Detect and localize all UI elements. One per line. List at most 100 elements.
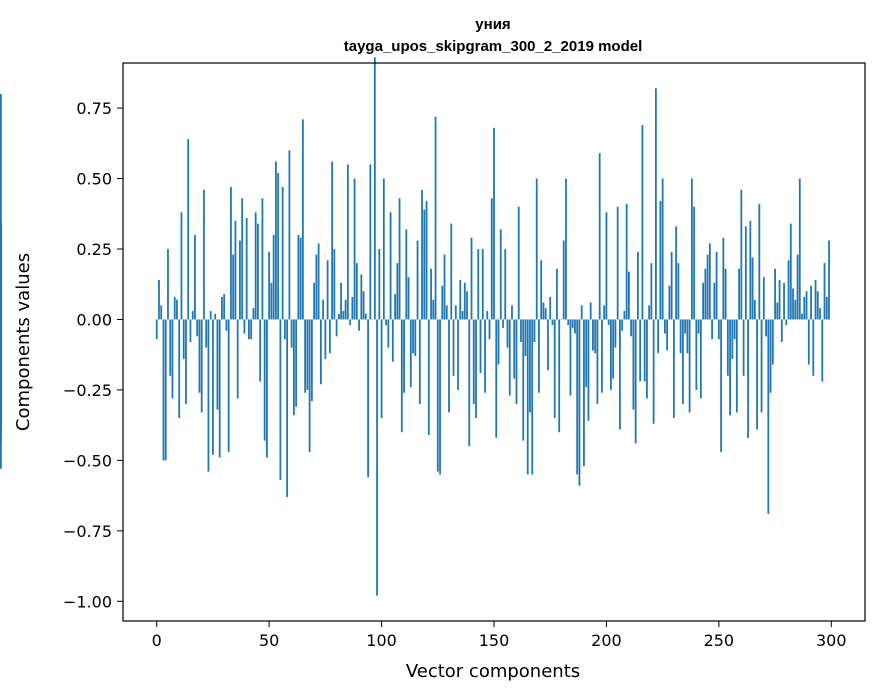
bar-81 (337, 313, 340, 320)
bar-179 (558, 319, 561, 433)
bars-group (0, 57, 830, 596)
bar-41 (248, 319, 250, 340)
bar-56 (281, 187, 284, 320)
bar-273 (769, 319, 772, 393)
bar-111 (405, 229, 408, 320)
bar-57 (283, 319, 286, 340)
bar-28 (218, 319, 221, 458)
bar-210 (628, 271, 630, 320)
bar-123 (432, 299, 435, 320)
bar-59 (288, 150, 291, 320)
bar-47 (261, 198, 264, 320)
bar-74 (322, 299, 325, 320)
bar-168 (533, 319, 536, 342)
bar-70 (313, 282, 316, 320)
bar-249 (715, 251, 718, 320)
bar-121 (427, 319, 430, 435)
bar-50 (268, 251, 271, 320)
bar-205 (616, 206, 619, 320)
bar-145 (481, 249, 484, 320)
bar-142 (475, 319, 477, 419)
y-tick-label: −0.25 (63, 381, 112, 400)
bar-105 (391, 319, 394, 362)
bar-229 (670, 251, 673, 320)
bar-8 (173, 296, 176, 320)
bar-42 (250, 319, 253, 340)
bar-201 (607, 319, 610, 326)
bar-202 (610, 319, 612, 390)
x-tick-label: 200 (591, 631, 622, 650)
bar-242 (699, 319, 702, 399)
bar-4 (164, 319, 167, 461)
bar-211 (630, 319, 633, 337)
x-tick-label: 150 (479, 631, 510, 650)
bar-215 (639, 319, 642, 382)
bar-197 (598, 153, 601, 320)
bar-46 (259, 319, 262, 382)
y-axis-ticks: −1.00 −0.75 −0.50 −0.25 0.00 0.25 0.50 0.75 (63, 99, 123, 611)
bar-258 (735, 319, 738, 413)
bar-52 (272, 234, 275, 320)
bar-51 (270, 282, 273, 320)
bar-267 (756, 319, 758, 430)
bar-226 (663, 319, 666, 334)
bar-252 (722, 237, 725, 320)
bar-60 (290, 319, 293, 348)
bar-157 (508, 319, 511, 396)
bar-44 (254, 212, 257, 320)
bar-139 (468, 319, 471, 447)
bar-155 (504, 249, 507, 320)
bar-138 (466, 291, 468, 320)
bar-227 (666, 319, 669, 351)
x-tick-label: 0 (152, 631, 162, 650)
bar-239 (693, 206, 696, 320)
bar-18 (196, 319, 199, 337)
bar-110 (403, 319, 405, 393)
bar-119 (423, 209, 426, 320)
bar-36 (236, 319, 239, 399)
bar-21 (203, 189, 205, 320)
y-tick-label: 0.75 (76, 99, 112, 118)
bar-292 (812, 319, 815, 376)
bar-280 (785, 319, 788, 326)
bar-98 (376, 319, 378, 596)
bar-7 (171, 319, 174, 399)
bar-39 (243, 319, 246, 334)
bar-72 (317, 243, 320, 320)
bar-141 (472, 319, 475, 404)
bar-5 (167, 249, 169, 320)
bar-219 (648, 305, 651, 320)
bar-156 (506, 319, 509, 348)
bar-148 (488, 319, 491, 340)
bar-189 (580, 305, 583, 320)
bar-137 (463, 282, 466, 320)
bar-3 (162, 319, 165, 461)
bar-90 (358, 319, 360, 331)
bar-290 (807, 319, 810, 365)
bar-149 (490, 198, 493, 320)
bar-undefined (0, 285, 2, 320)
bar-288 (803, 296, 806, 320)
bar-22 (205, 319, 208, 348)
bar-43 (252, 308, 255, 320)
bar-238 (690, 178, 693, 320)
bar-263 (747, 319, 749, 438)
bar-191 (585, 319, 588, 388)
bar-75 (324, 319, 327, 359)
bar-34 (232, 254, 235, 320)
bar-40 (245, 218, 248, 320)
bar-283 (792, 288, 794, 320)
bar-220 (650, 263, 653, 320)
bar-224 (659, 201, 662, 320)
bar-83 (342, 311, 345, 320)
bar-54 (277, 172, 280, 320)
y-tick-label: 0.25 (76, 240, 112, 259)
plot-frame (122, 62, 866, 622)
bar-29 (221, 296, 223, 320)
bar-153 (499, 229, 502, 320)
bar-271 (765, 319, 767, 337)
bar-13 (185, 319, 187, 404)
bar-26 (214, 313, 217, 320)
bar-187 (576, 319, 579, 475)
bar-172 (542, 302, 545, 320)
